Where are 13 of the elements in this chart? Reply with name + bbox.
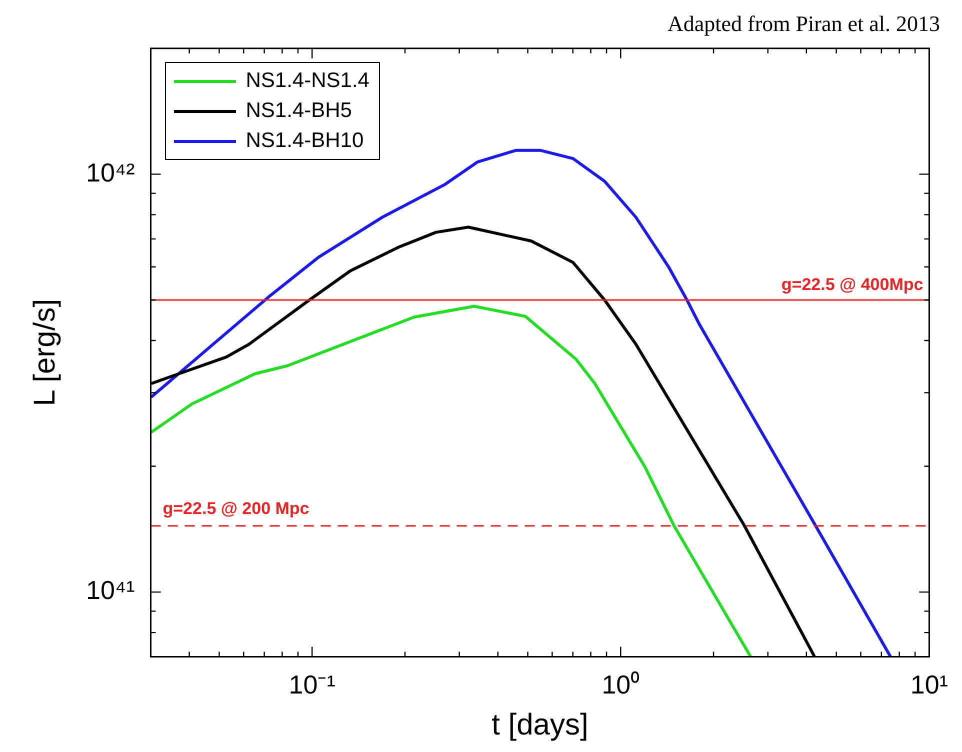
legend-label: NS1.4-BH5 <box>246 98 352 124</box>
y-tick-label: 10⁴² <box>86 157 136 188</box>
annotation: g=22.5 @ 400Mpc <box>781 275 924 294</box>
x-axis-title: t [days] <box>492 708 588 742</box>
annotation: g=22.5 @ 200 Mpc <box>162 499 310 518</box>
legend-label: NS1.4-NS1.4 <box>246 68 370 94</box>
chart-title: Adapted from Piran et al. 2013 <box>668 10 940 36</box>
y-axis-title: L [erg/s] <box>28 298 62 406</box>
x-tick-label: 10¹ <box>910 670 948 700</box>
legend-label: NS1.4-BH10 <box>246 128 364 154</box>
x-tick-label: 10⁻¹ <box>288 670 336 700</box>
y-tick-label: 10⁴¹ <box>86 575 136 606</box>
x-tick-label: 10⁰ <box>602 670 640 700</box>
